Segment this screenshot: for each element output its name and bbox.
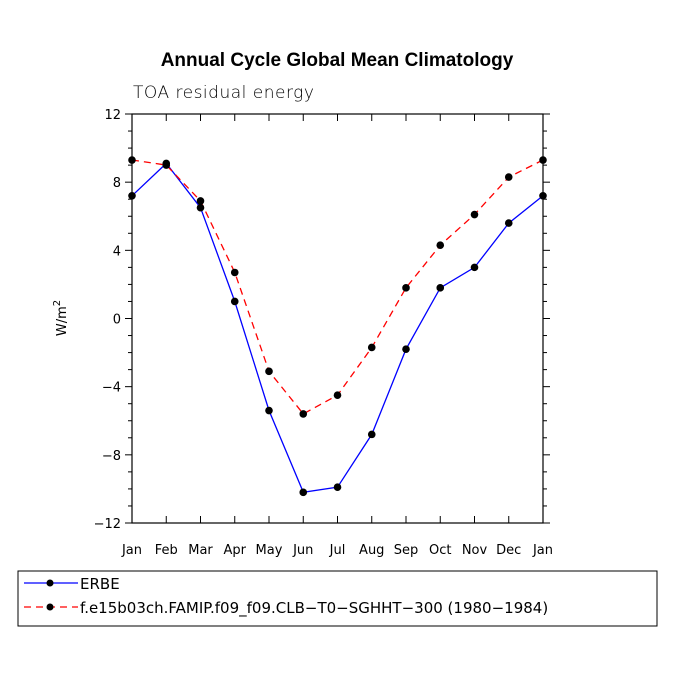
series-1-point (470, 210, 479, 219)
series-1-point (128, 156, 136, 164)
series-0-point (230, 297, 239, 306)
series-0-point (128, 192, 136, 200)
x-tick-label: May (256, 543, 283, 558)
legend-label-model: f.e15b03ch.FAMIP.f09_f09.CLB−T0−SGHHT−30… (80, 599, 548, 618)
x-tick-label: Jun (292, 543, 313, 558)
series-1-point (299, 410, 308, 418)
legend-marker-erbe (46, 579, 54, 587)
series-1-point (402, 284, 410, 292)
series-1-point (539, 156, 547, 164)
axis-ticks (125, 113, 550, 524)
series-line-0 (131, 162, 544, 494)
series-1-point (436, 241, 445, 250)
series-0-point (265, 406, 273, 415)
x-tick-label: Jul (329, 543, 346, 558)
series-0-point (504, 219, 513, 227)
y-tick-label: 0 (113, 313, 121, 328)
y-tick-label: 8 (113, 176, 121, 191)
chart-subtitle: TOA residual energy (133, 83, 314, 103)
legend-box (17, 570, 658, 627)
y-tick-label: 12 (104, 108, 121, 123)
plot-frame (131, 113, 544, 524)
series-1-point (230, 268, 239, 277)
x-tick-label: Sep (394, 543, 419, 558)
series-0-point (367, 430, 376, 439)
x-tick-label: Aug (359, 543, 384, 558)
y-tick-label: −8 (102, 449, 121, 464)
x-tick-label: Nov (462, 543, 488, 558)
y-tick-label: −12 (94, 517, 121, 532)
y-tick-label: 4 (113, 244, 121, 259)
y-axis-label: W/m2 (52, 300, 70, 336)
y-axis-label-base: W/m (55, 306, 70, 336)
axis-tick-labels: −12 −8 −4 0 4 8 12 Jan Feb Mar Apr May Jun Jul Aug Sep O… (94, 108, 553, 558)
x-tick-label: Jan (532, 543, 553, 558)
series-0-point (539, 192, 547, 200)
series-1-point (367, 343, 376, 352)
y-axis-label-exponent: 2 (52, 300, 63, 306)
series-1-point (333, 391, 342, 399)
legend-label-erbe: ERBE (80, 575, 120, 593)
series-0-point (436, 284, 445, 292)
x-tick-label: Apr (224, 543, 247, 558)
series-0-point (299, 488, 308, 497)
chart-title: Annual Cycle Global Mean Climatology (161, 50, 514, 71)
x-tick-label: Jan (121, 543, 142, 558)
legend: ERBE f.e15b03ch.FAMIP.f09_f09.CLB−T0−SGH… (17, 570, 658, 627)
svg-text:W/m2: W/m2 (52, 300, 70, 336)
series-1-point (504, 173, 513, 181)
series-1-point (196, 197, 205, 205)
series-0-point (333, 483, 342, 492)
series-0-point (196, 203, 205, 212)
x-tick-label: Feb (155, 543, 178, 558)
x-tick-label: Oct (429, 543, 451, 558)
series-0-point (470, 263, 479, 272)
series-1-point (265, 367, 273, 376)
series-1-point (162, 161, 171, 169)
x-tick-label: Mar (188, 543, 213, 558)
x-tick-label: Dec (496, 543, 521, 558)
series-layer (128, 156, 547, 497)
y-tick-label: −4 (102, 381, 121, 396)
series-0-point (402, 345, 410, 353)
legend-marker-model (46, 603, 54, 611)
